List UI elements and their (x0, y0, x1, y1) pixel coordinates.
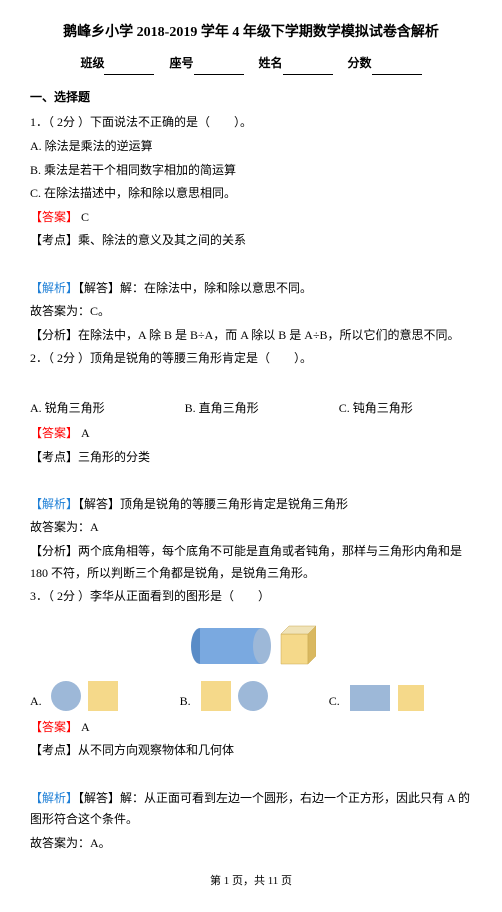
q1-explain-conclusion: 故答案为：C。 (30, 301, 472, 323)
q2-answer-line: 【答案】 A (30, 423, 472, 445)
q3-stem: 3．（ 2分 ）李华从正面看到的图形是（ ） (30, 586, 472, 608)
q3-point: 从不同方向观察物体和几何体 (78, 743, 234, 757)
seat-label: 座号 (169, 56, 193, 70)
exam-title: 鹅峰乡小学 2018-2019 学年 4 年级下学期数学模拟试卷含解析 (30, 20, 472, 45)
q3-opt-a-group: A. (30, 679, 120, 713)
q2-stem: 2．（ 2分 ）顶角是锐角的等腰三角形肯定是（ ）。 (30, 348, 472, 370)
q3-opt-c-shape (348, 679, 428, 713)
q3-opt-a-shape (50, 679, 120, 713)
score-blank (372, 61, 422, 75)
q1-analysis: 【分析】在除法中，A 除 B 是 B÷A，而 A 除以 B 是 A÷B，所以它们… (30, 325, 472, 347)
q2-explain-conclusion: 故答案为：A (30, 517, 472, 539)
q2-answer: A (81, 426, 90, 440)
q1-opt-a: A. 除法是乘法的逆运算 (30, 136, 472, 158)
q3-opt-b-label: B. (180, 691, 191, 713)
name-label: 姓名 (259, 56, 283, 70)
q3-explain-label: 【解析】 (30, 791, 78, 805)
page-footer: 第 1 页，共 11 页 (30, 872, 472, 892)
q3-opt-c-group: C. (329, 679, 428, 713)
q3-explain-head: 【解答】解：从正面可看到左边一个圆形，右边一个正方形，因此只有 A 的图形符合这… (30, 791, 470, 827)
q1-point-label: 【考点】 (30, 233, 78, 247)
q1-explain-line: 【解析】【解答】解：在除法中，除和除以意思不同。 (30, 278, 472, 300)
q2-point-line: 【考点】三角形的分类 (30, 447, 472, 469)
q2-opt-c: C. 钝角三角形 (339, 398, 413, 420)
q3-answer-line: 【答案】 A (30, 717, 472, 739)
class-blank (104, 61, 154, 75)
q2-point: 三角形的分类 (78, 450, 150, 464)
q2-opt-b: B. 直角三角形 (185, 398, 259, 420)
q2-explain-line: 【解析】【解答】顶角是锐角的等腰三角形肯定是锐角三角形 (30, 494, 472, 516)
q2-analysis: 【分析】两个底角相等，每个底角不可能是直角或者钝角，那样与三角形内角和是 180… (30, 541, 472, 584)
q3-opt-c-label: C. (329, 691, 340, 713)
name-blank (283, 61, 333, 75)
q3-explain-conclusion: 故答案为：A。 (30, 833, 472, 855)
q1-answer: C (81, 210, 89, 224)
q1-opt-b: B. 乘法是若干个相同数字相加的简运算 (30, 160, 472, 182)
score-label: 分数 (348, 56, 372, 70)
cylinder-cube-figure (186, 616, 316, 671)
q2-explain-label: 【解析】 (30, 497, 78, 511)
q3-opt-b-group: B. (180, 679, 269, 713)
section-1-title: 一、选择题 (30, 87, 472, 109)
q3-point-line: 【考点】从不同方向观察物体和几何体 (30, 740, 472, 762)
q1-opt-c: C. 在除法描述中，除和除以意思相同。 (30, 183, 472, 205)
q1-explain-label: 【解析】 (30, 281, 78, 295)
q3-opt-b-shape (199, 679, 269, 713)
seat-blank (194, 61, 244, 75)
q1-stem: 1．（ 2分 ）下面说法不正确的是（ ）。 (30, 112, 472, 134)
q3-figure (30, 616, 472, 671)
q3-explain-line: 【解析】【解答】解：从正面可看到左边一个圆形，右边一个正方形，因此只有 A 的图… (30, 788, 472, 831)
q3-point-label: 【考点】 (30, 743, 78, 757)
q3-opt-a-label: A. (30, 691, 42, 713)
q3-answer-label: 【答案】 (30, 720, 78, 734)
q2-point-label: 【考点】 (30, 450, 78, 464)
q2-explain-head: 【解答】顶角是锐角的等腰三角形肯定是锐角三角形 (78, 497, 348, 511)
q3-answer: A (81, 720, 90, 734)
q1-point: 乘、除法的意义及其之间的关系 (78, 233, 246, 247)
q2-opt-a: A. 锐角三角形 (30, 398, 105, 420)
header-blanks: 班级 座号 姓名 分数 (30, 53, 472, 75)
q1-explain-head: 【解答】解：在除法中，除和除以意思不同。 (78, 281, 312, 295)
q2-options: A. 锐角三角形 B. 直角三角形 C. 钝角三角形 (30, 398, 472, 420)
q2-answer-label: 【答案】 (30, 426, 78, 440)
q1-answer-label: 【答案】 (30, 210, 78, 224)
q1-answer-line: 【答案】 C (30, 207, 472, 229)
class-label: 班级 (80, 56, 104, 70)
q1-point-line: 【考点】乘、除法的意义及其之间的关系 (30, 230, 472, 252)
q3-options-row: A. B. C. (30, 679, 472, 713)
